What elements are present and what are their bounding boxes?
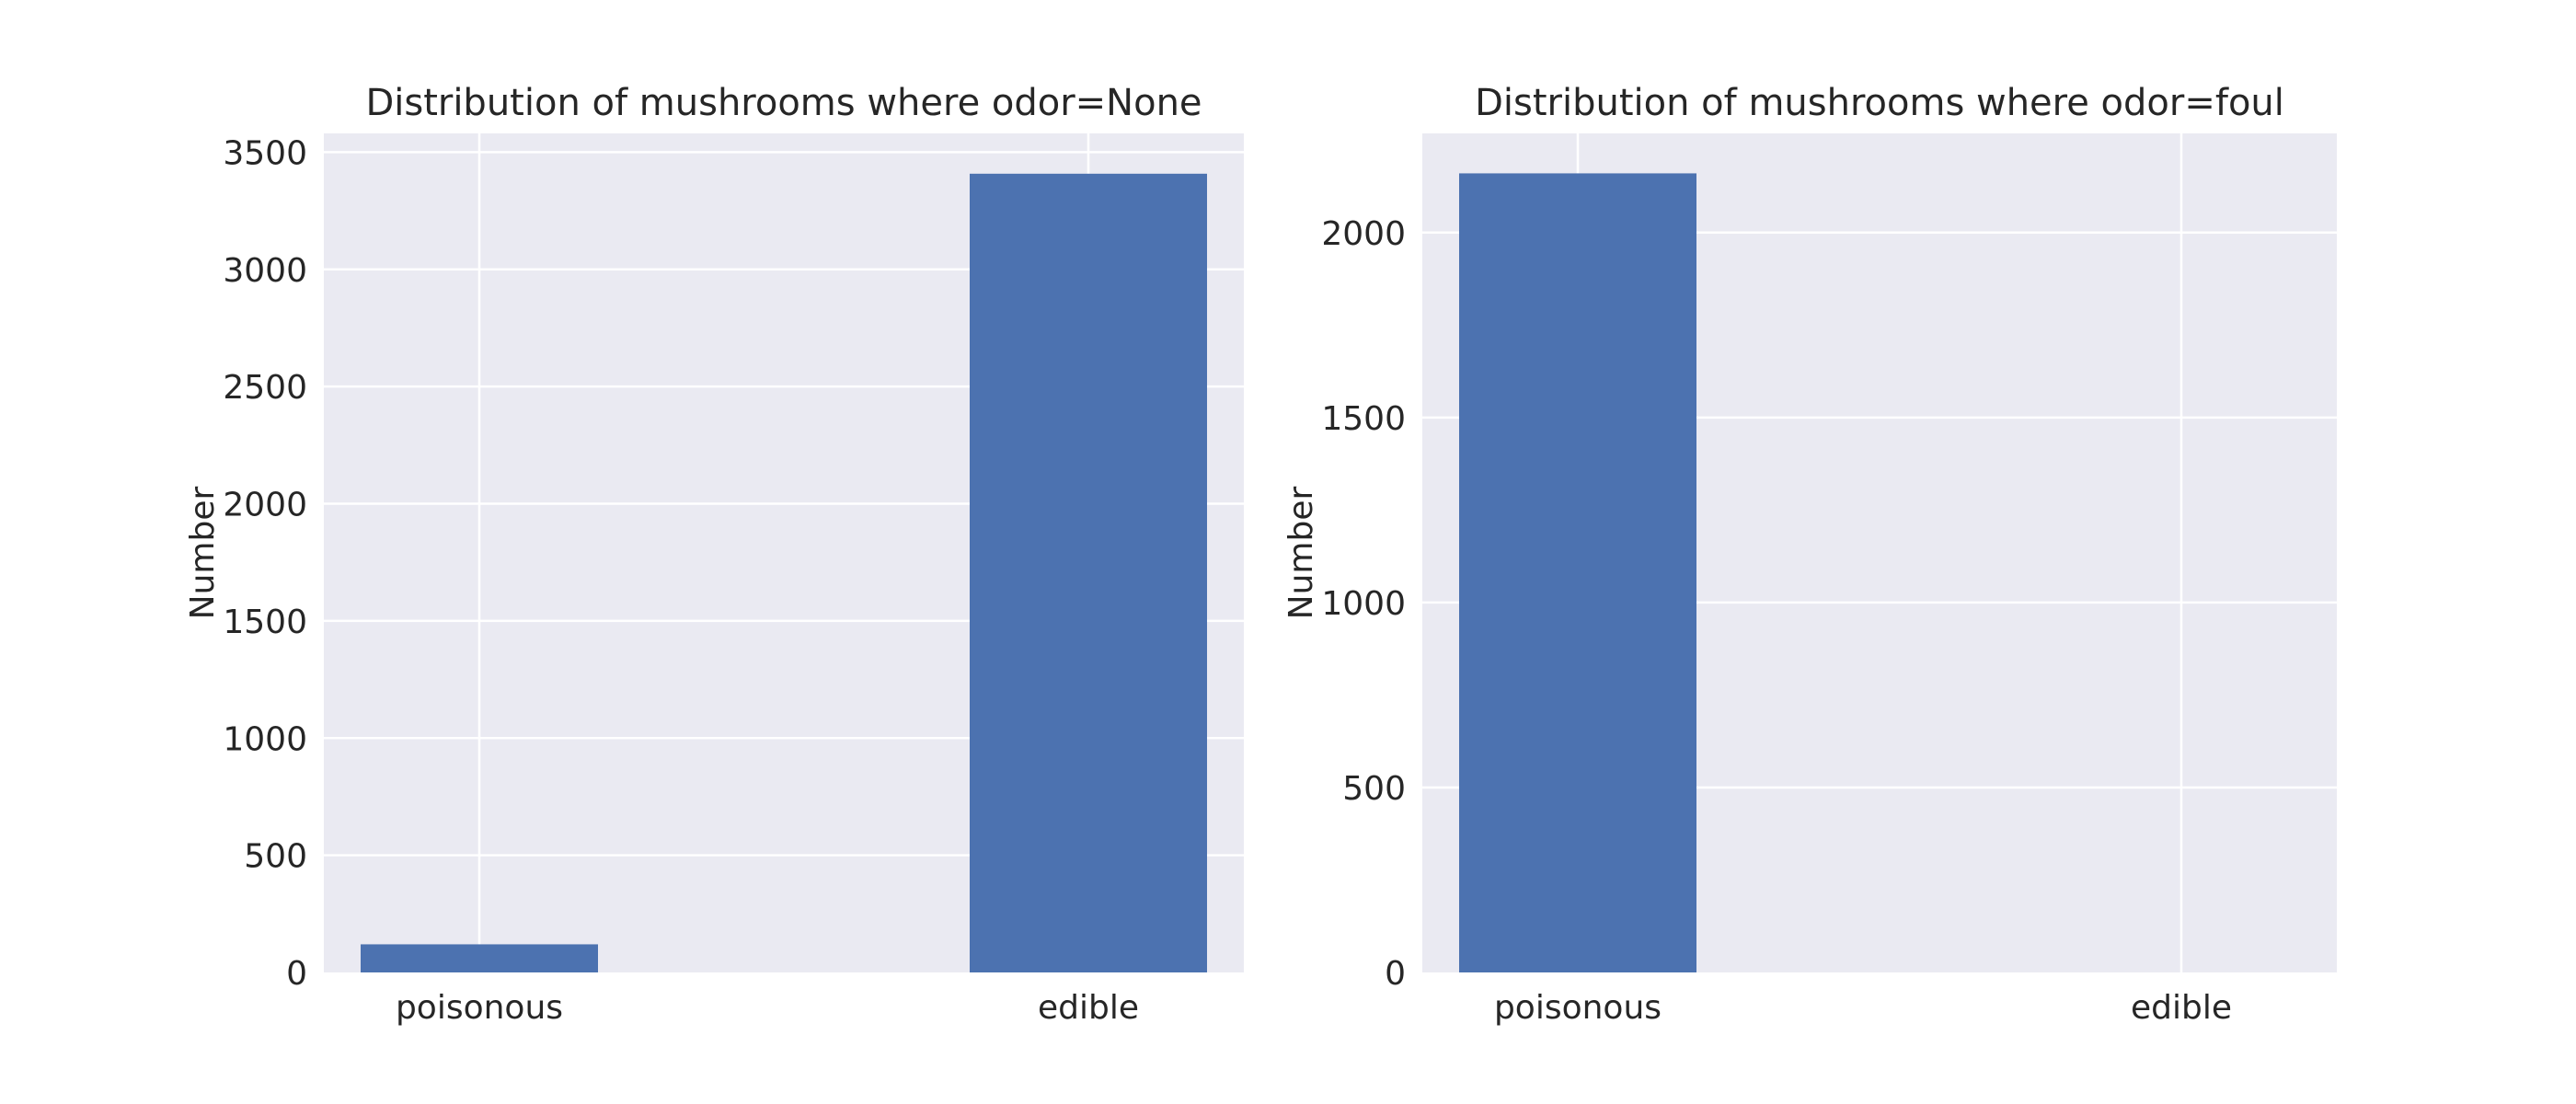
y-tick-label: 2000 <box>223 487 307 524</box>
y-tick-label: 0 <box>1385 955 1406 993</box>
chart-odor-none: 0 500 1000 1500 2000 2500 3000 3500 poisonous edi… <box>184 82 1244 1027</box>
x-tick-label: poisonous <box>396 989 563 1027</box>
y-axis-label: Number <box>184 486 222 619</box>
chart-odor-foul: 0 500 1000 1500 2000 poisonous edible Distribut… <box>1282 82 2337 1027</box>
bar-poisonous <box>1459 173 1696 972</box>
x-tick-label: poisonous <box>1494 989 1662 1027</box>
y-tick-label: 500 <box>1342 770 1406 808</box>
y-tick-label: 1500 <box>1321 400 1406 438</box>
x-tick-label: edible <box>2131 989 2232 1027</box>
y-tick-label: 1000 <box>223 720 307 758</box>
y-tick-label: 2000 <box>1321 215 1406 253</box>
y-tick-label: 3000 <box>223 252 307 290</box>
y-tick-label: 500 <box>244 838 307 876</box>
chart-title: Distribution of mushrooms where odor=Non… <box>365 82 1202 124</box>
y-tick-label: 1500 <box>223 604 307 641</box>
chart-title: Distribution of mushrooms where odor=fou… <box>1475 82 2284 124</box>
x-tick-label: edible <box>1038 989 1139 1027</box>
y-axis-label: Number <box>1282 486 1320 619</box>
bar-poisonous <box>361 944 598 972</box>
bar-edible <box>970 173 1207 972</box>
y-tick-label: 1000 <box>1321 585 1406 623</box>
y-tick-label: 0 <box>286 955 307 993</box>
y-tick-label: 2500 <box>223 369 307 407</box>
y-tick-label: 3500 <box>223 134 307 172</box>
